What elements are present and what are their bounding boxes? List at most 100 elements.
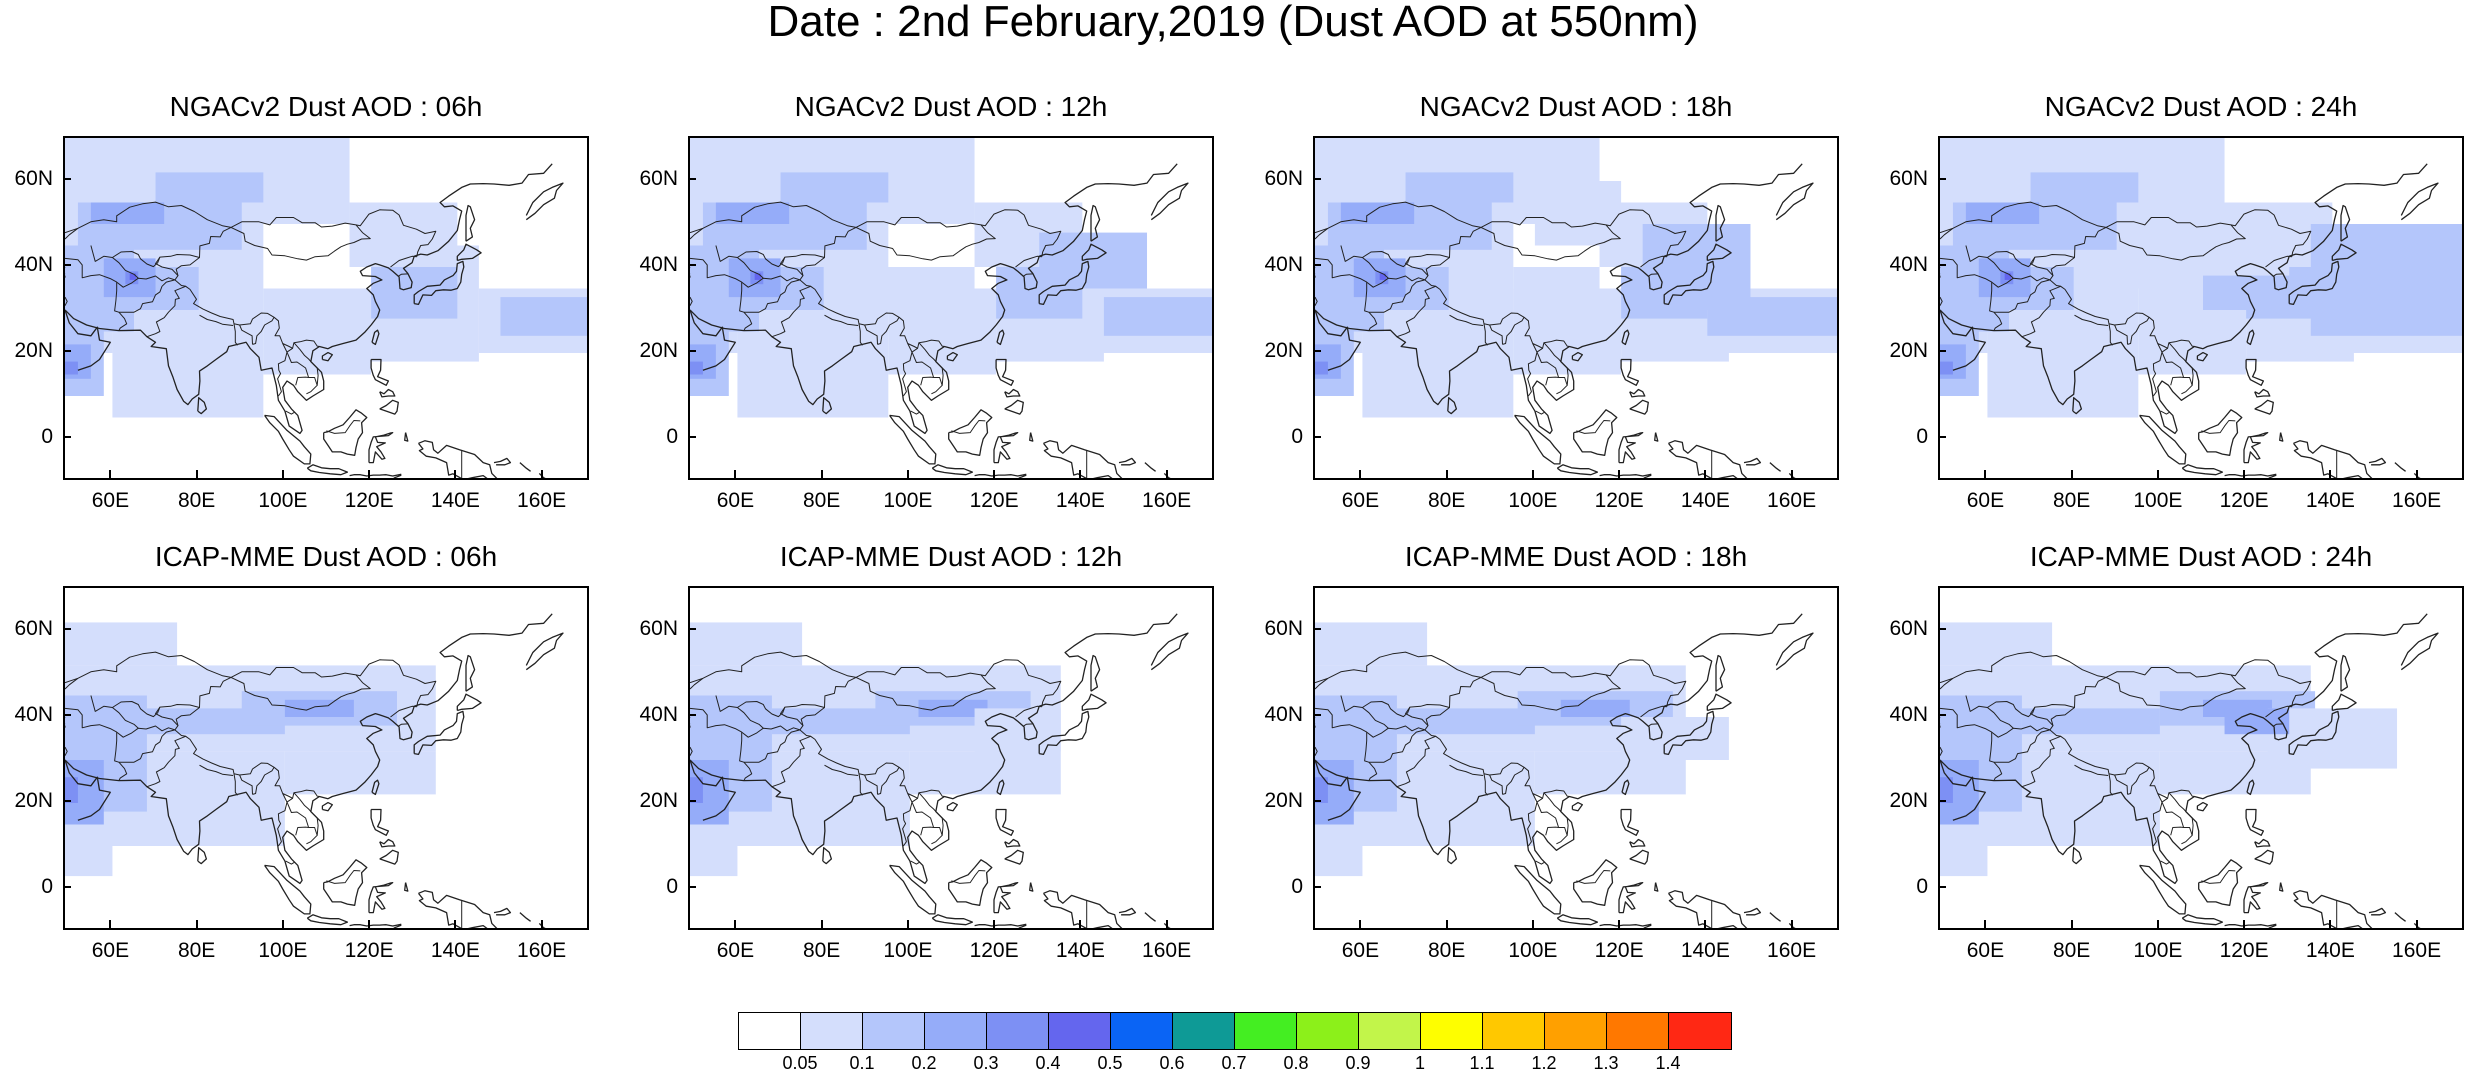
coastline bbox=[1090, 204, 1101, 242]
coastline bbox=[65, 309, 111, 371]
aod-shade-cell bbox=[1396, 708, 1535, 735]
country-border bbox=[931, 377, 943, 395]
lat-tick-mark bbox=[1313, 628, 1321, 630]
coastline bbox=[690, 613, 1178, 885]
country-border bbox=[286, 347, 310, 386]
coastline bbox=[465, 654, 476, 692]
aod-shade-cell bbox=[2021, 708, 2160, 735]
country-border bbox=[1993, 761, 2003, 781]
country-border bbox=[273, 316, 320, 349]
aod-shade-cell bbox=[2004, 273, 2012, 280]
dust-aod-map bbox=[1938, 136, 2464, 480]
coastline bbox=[2268, 924, 2277, 928]
panel-title: ICAP-MME Dust AOD : 24h bbox=[2029, 541, 2373, 572]
aod-shade-cell bbox=[690, 622, 803, 666]
country-border bbox=[146, 735, 275, 795]
coastline bbox=[371, 329, 380, 346]
coastline bbox=[1667, 440, 1748, 478]
coastline bbox=[493, 457, 512, 466]
coastline bbox=[2254, 399, 2274, 415]
lon-tick-mark bbox=[2415, 920, 2418, 928]
lon-tick-label: 120E bbox=[1594, 489, 1644, 512]
panel-title: NGACv2 Dust AOD : 18h bbox=[1419, 91, 1733, 122]
lon-tick-label: 140E bbox=[430, 939, 480, 962]
lon-tick-label: 140E bbox=[1055, 939, 1105, 962]
aod-shade-cell bbox=[1362, 310, 1514, 418]
lon-tick-label: 140E bbox=[430, 489, 480, 512]
country-border bbox=[1647, 273, 1658, 277]
country-border bbox=[690, 296, 693, 306]
coastline bbox=[690, 163, 1178, 435]
country-border bbox=[2049, 729, 2061, 737]
country-border bbox=[1543, 342, 1569, 386]
coastline bbox=[1447, 397, 1458, 415]
colorbar-label: 1.1 bbox=[1469, 1053, 1495, 1073]
map-canvas bbox=[1315, 613, 1814, 928]
country-border bbox=[855, 674, 996, 711]
coastline bbox=[2196, 801, 2208, 812]
coastline bbox=[1621, 329, 1630, 346]
aod-shade-cell bbox=[866, 267, 975, 310]
coastline bbox=[2279, 882, 2284, 892]
coastline bbox=[1663, 710, 1715, 756]
country-border bbox=[1640, 255, 1667, 268]
coastline bbox=[1004, 388, 1021, 398]
country-border bbox=[1940, 201, 2312, 257]
lon-tick-mark bbox=[1079, 920, 1082, 928]
lat-tick-label: 40N bbox=[14, 253, 53, 276]
lon-tick-label: 120E bbox=[2219, 489, 2269, 512]
lon-tick-label: 100E bbox=[2133, 939, 2183, 962]
country-border bbox=[1424, 279, 1436, 287]
figure-title: Date : 2nd February,2019 (Dust AOD at 55… bbox=[767, 0, 1699, 46]
country-border bbox=[285, 410, 295, 415]
map-canvas bbox=[1315, 138, 1837, 478]
lat-tick-mark bbox=[63, 800, 71, 802]
coastline bbox=[2268, 474, 2277, 478]
lat-tick-label: 40N bbox=[1889, 703, 1928, 726]
panel-title: NGACv2 Dust AOD : 12h bbox=[794, 91, 1108, 122]
aod-shade-cell bbox=[1379, 273, 1387, 280]
country-border bbox=[2074, 314, 2109, 326]
lon-tick-mark bbox=[1984, 470, 1987, 478]
lat-tick-label: 0 bbox=[1291, 425, 1303, 448]
lon-tick-mark bbox=[281, 920, 284, 928]
coastline bbox=[370, 808, 390, 836]
lon-tick-label: 60E bbox=[716, 489, 755, 512]
country-border bbox=[824, 764, 859, 776]
country-border bbox=[1556, 827, 1568, 845]
coastline bbox=[306, 464, 349, 476]
coastline bbox=[1940, 309, 1986, 371]
country-border bbox=[1362, 707, 1389, 729]
country-border bbox=[2181, 377, 2193, 395]
colorbar-swatch bbox=[987, 1013, 1049, 1049]
coastline bbox=[1042, 440, 1123, 478]
lon-tick-mark bbox=[2070, 920, 2073, 928]
coastline bbox=[822, 847, 833, 865]
lon-tick-mark bbox=[1165, 920, 1168, 928]
country-border bbox=[239, 324, 253, 345]
colorbar-swatch bbox=[1235, 1013, 1297, 1049]
coastline bbox=[197, 397, 208, 415]
country-border bbox=[65, 201, 437, 257]
coastline bbox=[822, 397, 833, 415]
map-canvas bbox=[690, 138, 1212, 478]
lon-tick-mark bbox=[1790, 470, 1793, 478]
country-border bbox=[898, 766, 945, 799]
lat-tick-label: 40N bbox=[1264, 703, 1303, 726]
coastline bbox=[2340, 654, 2351, 692]
coastline bbox=[1038, 260, 1090, 306]
country-border bbox=[1536, 797, 1560, 836]
coastline bbox=[974, 473, 1027, 477]
country-border bbox=[737, 257, 764, 279]
coastline bbox=[2331, 243, 2357, 262]
coastline bbox=[690, 309, 736, 371]
lat-tick-label: 20N bbox=[1264, 789, 1303, 812]
country-border bbox=[2021, 285, 2150, 345]
lon-tick-mark bbox=[2156, 920, 2159, 928]
country-border bbox=[1647, 723, 1658, 727]
coastline bbox=[349, 473, 402, 477]
coastline bbox=[2224, 923, 2277, 927]
country-border bbox=[114, 729, 176, 763]
lon-tick-label: 120E bbox=[344, 489, 394, 512]
coastline bbox=[2292, 440, 2373, 478]
